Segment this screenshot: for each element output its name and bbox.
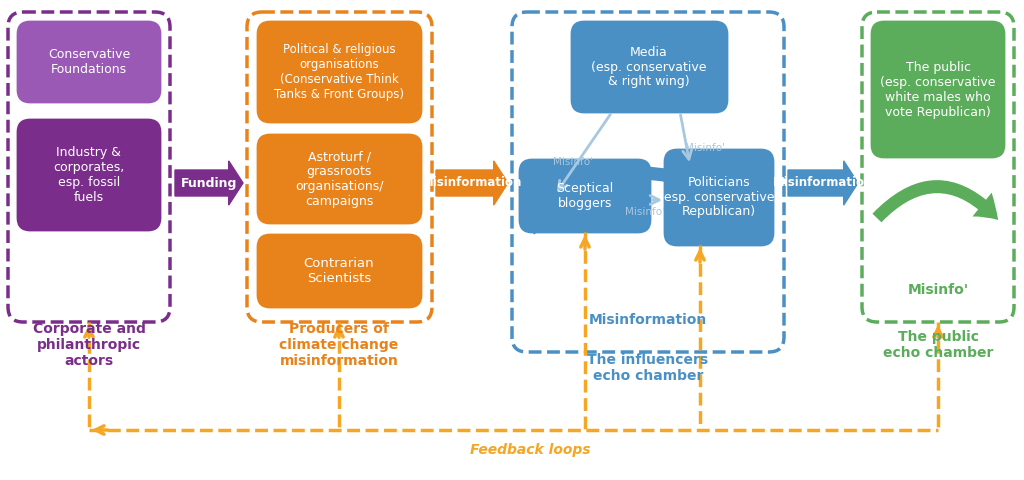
Text: Politicians
(esp. conservative/
Republican): Politicians (esp. conservative/ Republic… (659, 176, 779, 218)
Text: Misinfo': Misinfo' (625, 207, 665, 217)
FancyBboxPatch shape (520, 160, 650, 232)
FancyBboxPatch shape (258, 22, 421, 122)
Text: Misinfo': Misinfo' (553, 157, 593, 167)
FancyBboxPatch shape (18, 22, 160, 102)
Text: Political & religious
organisations
(Conservative Think
Tanks & Front Groups): Political & religious organisations (Con… (274, 43, 404, 101)
Text: The influencers
echo chamber: The influencers echo chamber (588, 353, 709, 383)
FancyBboxPatch shape (665, 150, 773, 245)
Text: Producers of
climate change
misinformation: Producers of climate change misinformati… (280, 322, 398, 368)
Text: Contrarian
Scientists: Contrarian Scientists (304, 257, 375, 285)
Polygon shape (175, 161, 243, 205)
Text: Sceptical
bloggers: Sceptical bloggers (556, 182, 613, 210)
Polygon shape (788, 161, 858, 205)
Text: Conservative
Foundations: Conservative Foundations (48, 48, 130, 76)
Text: Funding: Funding (181, 177, 238, 190)
Text: Misinfo': Misinfo' (685, 143, 725, 153)
Text: Feedback loops: Feedback loops (470, 443, 590, 457)
FancyBboxPatch shape (258, 135, 421, 223)
Text: Misinformation: Misinformation (589, 313, 708, 327)
FancyBboxPatch shape (572, 22, 727, 112)
FancyArrowPatch shape (525, 167, 763, 243)
FancyBboxPatch shape (872, 22, 1004, 157)
Text: Misinfo': Misinfo' (907, 283, 969, 297)
Text: Misinformation: Misinformation (773, 177, 873, 190)
FancyBboxPatch shape (258, 235, 421, 307)
FancyBboxPatch shape (18, 120, 160, 230)
Text: Misinformation: Misinformation (422, 177, 522, 190)
FancyArrowPatch shape (872, 180, 998, 222)
Text: Astroturf /
grassroots
organisations/
campaigns: Astroturf / grassroots organisations/ ca… (295, 150, 383, 208)
Text: Industry &
corporates,
esp. fossil
fuels: Industry & corporates, esp. fossil fuels (53, 146, 125, 204)
Text: Corporate and
philanthropic
actors: Corporate and philanthropic actors (33, 322, 145, 368)
Text: Media
(esp. conservative
& right wing): Media (esp. conservative & right wing) (591, 46, 707, 88)
Polygon shape (436, 161, 508, 205)
Text: The public
echo chamber: The public echo chamber (883, 330, 993, 360)
Text: The public
(esp. conservative
white males who
vote Republican): The public (esp. conservative white male… (881, 61, 995, 119)
